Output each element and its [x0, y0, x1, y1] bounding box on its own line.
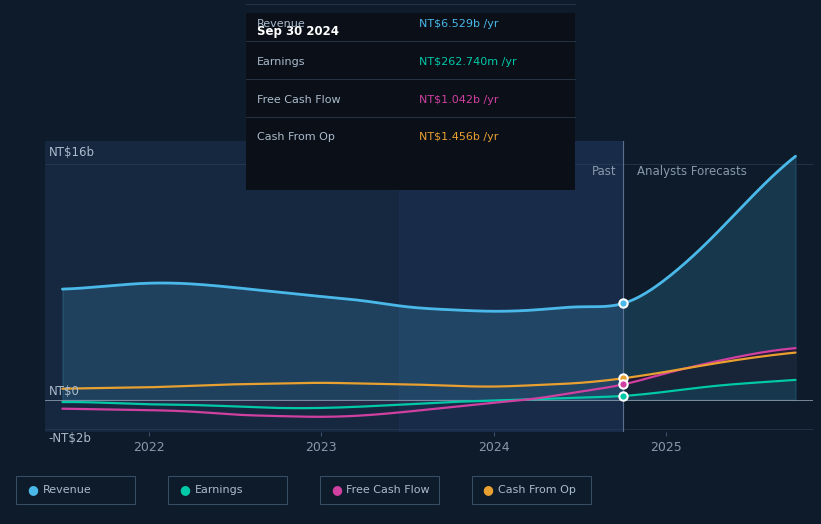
Text: Earnings: Earnings [257, 57, 305, 67]
Text: Revenue: Revenue [43, 485, 91, 495]
Text: -NT$2b: -NT$2b [48, 432, 91, 444]
Text: Analysts Forecasts: Analysts Forecasts [637, 165, 747, 178]
Text: Past: Past [591, 165, 616, 178]
Text: Free Cash Flow: Free Cash Flow [346, 485, 430, 495]
Text: NT$16b: NT$16b [48, 146, 94, 159]
Text: Cash From Op: Cash From Op [498, 485, 576, 495]
Text: Earnings: Earnings [195, 485, 243, 495]
Text: Revenue: Revenue [257, 19, 305, 29]
Text: ●: ● [483, 484, 493, 496]
Text: NT$262.740m /yr: NT$262.740m /yr [419, 57, 516, 67]
Text: ●: ● [27, 484, 38, 496]
Text: Cash From Op: Cash From Op [257, 133, 335, 143]
Text: NT$1.456b /yr: NT$1.456b /yr [419, 133, 498, 143]
Text: ●: ● [331, 484, 342, 496]
Text: NT$6.529b /yr: NT$6.529b /yr [419, 19, 498, 29]
Text: ●: ● [179, 484, 190, 496]
Text: Sep 30 2024: Sep 30 2024 [257, 25, 339, 38]
Text: NT$1.042b /yr: NT$1.042b /yr [419, 95, 498, 105]
Text: NT$0: NT$0 [48, 385, 80, 398]
Bar [45, 141, 623, 432]
Text: Free Cash Flow: Free Cash Flow [257, 95, 341, 105]
Bar [399, 141, 623, 432]
